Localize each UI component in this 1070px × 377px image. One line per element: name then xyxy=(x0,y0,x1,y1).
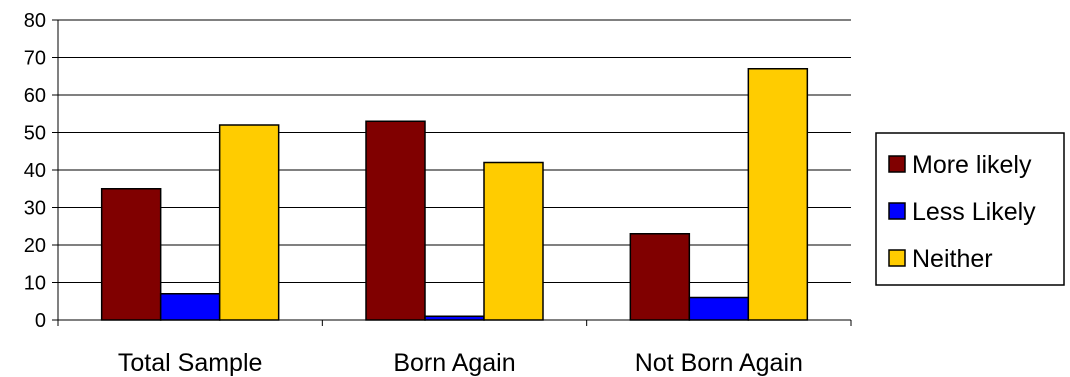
y-tick-label: 70 xyxy=(24,48,46,70)
bar-more-likely-born-again xyxy=(365,120,426,321)
x-category-label: Born Again xyxy=(393,349,515,377)
y-tick-label: 30 xyxy=(24,198,46,220)
legend-label: More likely xyxy=(912,151,1032,179)
legend-swatch xyxy=(888,249,906,267)
x-axis-ticks: Total Sample Born Again Not Born Again xyxy=(57,320,852,377)
bars xyxy=(100,68,809,321)
bar-more-likely-total-sample xyxy=(100,188,162,321)
legend: More likely Less Likely Neither xyxy=(875,132,1065,286)
x-category-label: Not Born Again xyxy=(635,349,803,377)
bar-neither-total-sample xyxy=(218,124,280,321)
x-category-label: Total Sample xyxy=(118,349,263,377)
bar-less-likely-total-sample xyxy=(159,293,221,321)
bar-less-likely-not-born-again xyxy=(688,296,750,321)
y-tick-label: 80 xyxy=(24,10,46,32)
y-tick-label: 40 xyxy=(24,160,46,182)
bar-more-likely-not-born-again xyxy=(629,233,691,321)
legend-label: Less Likely xyxy=(912,198,1036,226)
y-axis-ticks: 0 10 20 30 40 50 60 70 80 xyxy=(24,10,58,332)
gridlines xyxy=(58,19,851,283)
bar-less-likely-born-again xyxy=(424,315,485,321)
legend-swatch xyxy=(888,202,906,220)
y-tick-label: 20 xyxy=(24,235,46,257)
y-tick-label: 0 xyxy=(35,310,46,332)
legend-box xyxy=(875,132,1065,286)
legend-label: Neither xyxy=(912,245,993,273)
y-tick-label: 50 xyxy=(24,123,46,145)
bar-neither-born-again xyxy=(483,161,544,321)
legend-swatch xyxy=(888,155,906,173)
bar-neither-not-born-again xyxy=(747,68,809,321)
y-tick-label: 60 xyxy=(24,85,46,107)
y-tick-label: 10 xyxy=(24,273,46,295)
